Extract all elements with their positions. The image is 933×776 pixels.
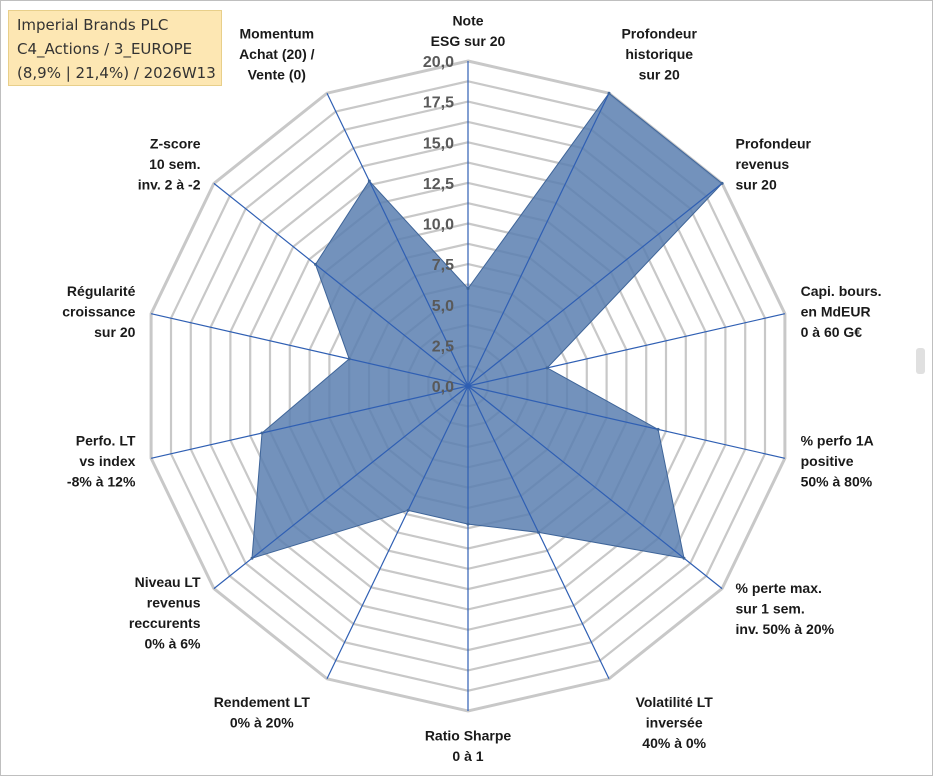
axis-label-line: Capi. bours. (801, 283, 882, 299)
axis-label-line: Perfo. LT (76, 433, 136, 449)
axis-label-line: sur 1 sem. (736, 601, 805, 617)
axis-label-line: sur 20 (736, 176, 777, 192)
axis-label-line: Régularité (67, 283, 136, 299)
axis-label-line: inversée (646, 715, 703, 731)
axis-label-line: 40% à 0% (642, 735, 706, 751)
data-point-capi-bours (545, 366, 549, 370)
axis-label-line: inv. 2 à -2 (138, 176, 201, 192)
axis-label-line: 0% à 6% (144, 636, 201, 652)
data-point-momentum (367, 179, 371, 183)
data-point-z-score (314, 262, 317, 266)
axis-label-perte-max: % perte max. sur 1 sem. inv. 50% à 20% (736, 580, 835, 637)
axis-label-line: Vente (0) (248, 66, 306, 82)
axis-label-line: Profondeur (736, 135, 812, 151)
tick-label: 20,0 (423, 54, 454, 71)
axis-label-line: Niveau LT (135, 574, 201, 590)
axis-label-line: Momentum (239, 25, 314, 41)
spoke-perte-max (467, 385, 723, 590)
axis-label-line: 0% à 20% (230, 715, 294, 731)
tick-label: 5,0 (432, 298, 454, 315)
axis-label-line: Volatilité LT (636, 694, 714, 710)
axis-label-line: vs index (79, 453, 135, 469)
info-category: C4_Actions / 3_EUROPE (17, 40, 193, 58)
tick-label: 12,5 (423, 176, 454, 193)
axis-label-perfo-1a: % perfo 1A positive 50% à 80% (801, 433, 874, 490)
spoke-capi-bours (467, 313, 786, 387)
axis-label-line: reccurents (129, 615, 201, 631)
spoke-rendement (326, 385, 469, 680)
tick-label: 10,0 (423, 217, 454, 234)
axis-label-line: ESG sur 20 (431, 33, 506, 49)
axis-label-capi-bours: Capi. bours. en MdEUR 0 à 60 G€ (801, 283, 882, 340)
axis-label-line: % perte max. (736, 580, 822, 596)
tick-label: 17,5 (423, 95, 454, 112)
data-point-regularite (347, 357, 351, 361)
data-point-rendement (406, 508, 410, 512)
spoke-niveau-lt (213, 385, 469, 590)
info-period: (8,9% | 21,4%) / 2026W13 (17, 64, 216, 82)
scrollbar-thumb[interactable] (916, 348, 925, 374)
axis-label-line: revenus (736, 156, 790, 172)
axis-label-line: Achat (20) / (239, 46, 315, 62)
data-point-profondeur-revenus (720, 181, 724, 185)
axis-label-line: sur 20 (639, 66, 680, 82)
data-point-perfo-1a (656, 427, 660, 431)
data-point-perte-max (682, 556, 686, 560)
axis-label-line: Note (452, 13, 483, 29)
spoke-profondeur-revenus (467, 182, 723, 387)
axis-label-line: Rendement LT (214, 694, 311, 710)
axis-label-line: 50% à 80% (801, 474, 873, 490)
tick-label: 15,0 (423, 135, 454, 152)
spoke-regularite (150, 313, 469, 387)
axis-label-line: 0 à 60 G€ (801, 324, 863, 340)
axis-label-sharpe: Ratio Sharpe 0 à 1 (425, 728, 512, 765)
axis-label-line: revenus (147, 595, 201, 611)
axis-label-line: sur 20 (94, 324, 135, 340)
axis-label-line: croissance (62, 303, 135, 319)
axis-label-volatilite: Volatilité LT inversée 40% à 0% (636, 694, 714, 751)
info-company: Imperial Brands PLC (17, 16, 169, 34)
spoke-z-score (213, 182, 469, 387)
spoke-profondeur-historique (467, 92, 610, 387)
spoke-perfo-lt (150, 385, 469, 459)
axis-label-profondeur-historique: Profondeur historique sur 20 (621, 25, 697, 82)
axis-label-line: 10 sem. (149, 156, 200, 172)
data-point-perfo-lt (260, 431, 264, 435)
axis-label-perfo-lt: Perfo. LT vs index -8% à 12% (67, 433, 136, 490)
tick-label: 2,5 (432, 338, 454, 355)
axis-label-rendement: Rendement LT 0% à 20% (214, 694, 311, 731)
axis-label-line: en MdEUR (801, 303, 871, 319)
axis-label-line: Ratio Sharpe (425, 728, 512, 744)
series-area (251, 92, 723, 559)
axis-label-line: Z-score (150, 135, 201, 151)
data-point-volatilite (537, 530, 540, 534)
axis-label-line: % perfo 1A (801, 433, 874, 449)
axis-label-line: historique (625, 46, 693, 62)
tick-label: 7,5 (432, 257, 454, 274)
data-point-sharpe (466, 522, 470, 526)
axis-label-momentum: Momentum Achat (20) / Vente (0) (239, 25, 315, 82)
axis-label-z-score: Z-score 10 sem. inv. 2 à -2 (138, 135, 201, 192)
axis-label-line: -8% à 12% (67, 474, 136, 490)
info-box: Imperial Brands PLC C4_Actions / 3_EUROP… (8, 10, 222, 86)
data-point-esg (466, 287, 470, 290)
axis-label-line: 0 à 1 (452, 748, 483, 764)
axis-label-line: Profondeur (621, 25, 697, 41)
axis-label-regularite: Régularité croissance sur 20 (62, 283, 135, 340)
data-point-profondeur-historique (607, 91, 611, 95)
axis-label-profondeur-revenus: Profondeur revenus sur 20 (736, 135, 812, 192)
axis-label-line: positive (801, 453, 854, 469)
tick-label: 0,0 (432, 379, 454, 396)
axis-label-line: inv. 50% à 20% (736, 621, 835, 637)
data-point-niveau-lt (250, 556, 254, 560)
axis-label-esg: Note ESG sur 20 (431, 13, 506, 50)
spoke-perfo-1a (467, 385, 786, 459)
axis-label-niveau-lt: Niveau LT revenus reccurents 0% à 6% (129, 574, 201, 652)
spoke-momentum (326, 92, 469, 387)
